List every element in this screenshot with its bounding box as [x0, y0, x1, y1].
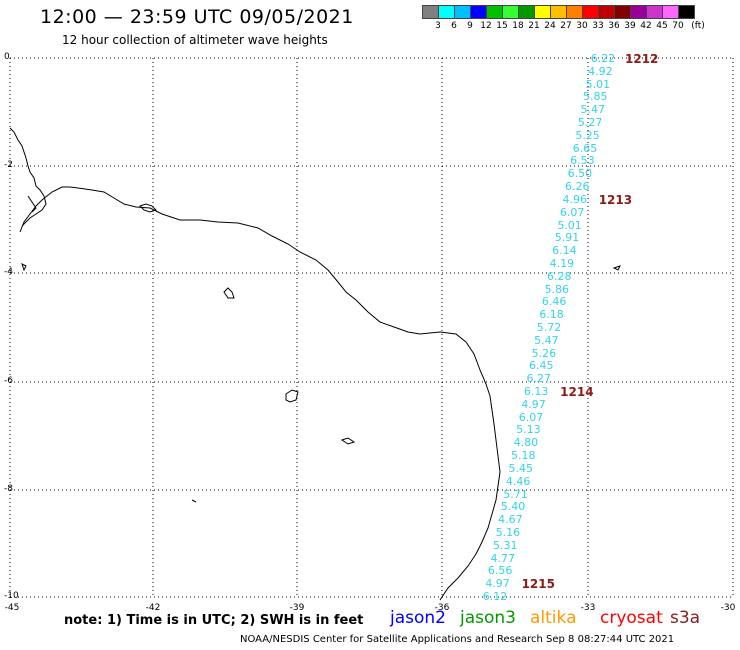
- wave-height-value: 4.97: [521, 397, 546, 411]
- wave-height-value: 4.96: [562, 192, 587, 206]
- wave-height-value: 6.14: [552, 244, 577, 258]
- wave-height-value: 5.01: [585, 77, 611, 91]
- latitude-label: -2: [4, 160, 13, 170]
- wave-height-value: 6.12: [482, 590, 508, 603]
- scale-label: 24: [544, 21, 556, 31]
- wave-height-value: 6.46: [541, 295, 567, 309]
- scale-label: 45: [656, 21, 668, 31]
- latitude-label: 0: [4, 52, 10, 62]
- wave-height-value: 5.47: [580, 103, 605, 117]
- wave-height-value: 5.71: [503, 487, 528, 501]
- wave-height-value: 4.46: [505, 474, 531, 488]
- longitude-label: -42: [145, 603, 161, 613]
- satellite-legend-item: jason3: [460, 608, 516, 628]
- satellite-legend-item: altika: [530, 608, 577, 628]
- footer-note: note: 1) Time is in UTC; 2) SWH is in fe…: [64, 613, 364, 628]
- wave-height-value: 6.07: [559, 205, 585, 219]
- scale-label: 36: [608, 21, 620, 31]
- wave-height-value: 5.72: [536, 321, 562, 334]
- wave-height-value: 6.56: [487, 564, 513, 578]
- page-subtitle: 12 hour collection of altimeter wave hei…: [62, 33, 328, 47]
- wave-height-value: 5.31: [493, 538, 518, 552]
- latitude-label: -4: [4, 267, 13, 277]
- wave-height-value: 5.16: [495, 525, 521, 539]
- wave-height-value: 4.77: [490, 551, 515, 565]
- longitude-label: -33: [580, 603, 596, 613]
- time-label: 1212: [625, 52, 659, 66]
- longitude-label: -30: [720, 603, 736, 613]
- color-scale-labels: 3 6 9 12 15 18 21 24 27 30 33 36 39 42 45 70 (ft): [422, 21, 740, 33]
- wave-height-value: 5.01: [557, 218, 582, 232]
- wave-height-value: 5.40: [500, 500, 526, 514]
- wave-height-value: 4.97: [485, 577, 510, 591]
- wave-height-value: 6.50: [567, 167, 593, 181]
- footer-credit: NOAA/NESDIS Center for Satellite Applica…: [240, 634, 675, 645]
- wave-height-value: 5.13: [516, 423, 541, 437]
- satellite-legend-item: s3a: [670, 608, 701, 628]
- wave-height-value: 5.86: [544, 282, 569, 296]
- time-label: 1213: [598, 192, 633, 207]
- scale-label: 12: [480, 21, 492, 31]
- wave-height-value: 6.26: [565, 180, 590, 194]
- wave-height-value: 4.19: [549, 256, 575, 270]
- satellite-legend-item: cryosat: [600, 608, 663, 628]
- wave-height-value: 6.45: [529, 359, 554, 373]
- scale-label: 27: [560, 21, 572, 31]
- wave-height-value: 6.53: [570, 154, 595, 168]
- scale-label: 6: [451, 21, 457, 31]
- scale-label: 42: [640, 21, 652, 31]
- wave-height-value: 5.91: [554, 231, 580, 245]
- longitude-label: -45: [4, 603, 20, 613]
- time-label: 1215: [521, 577, 555, 592]
- longitude-label: -36: [434, 603, 450, 613]
- color-scale: [422, 5, 695, 19]
- time-label: 1214: [560, 385, 594, 400]
- scale-label: 33: [592, 21, 604, 31]
- page-title: 12:00 — 23:59 UTC 09/05/2021: [40, 6, 354, 28]
- wave-height-value: 5.85: [583, 90, 608, 104]
- scale-label: 30: [576, 21, 588, 31]
- coastline: [9, 127, 621, 601]
- wave-height-value: 5.18: [511, 449, 536, 463]
- wave-height-value: 5.27: [577, 116, 603, 130]
- scale-label: 21: [528, 21, 540, 31]
- latitude-label: -8: [4, 484, 13, 494]
- wave-height-value: 5.47: [534, 333, 559, 347]
- wave-height-value: 4.92: [588, 64, 613, 78]
- wave-height-value: 6.65: [572, 141, 598, 155]
- scale-label: 70: [672, 21, 684, 31]
- scale-label: (ft): [691, 21, 705, 31]
- wave-height-value: 5.26: [531, 346, 557, 360]
- wave-height-value: 5.45: [508, 461, 533, 475]
- wave-height-value: 4.67: [498, 513, 523, 527]
- latitude-label: -10: [4, 591, 19, 601]
- wave-height-value: 4.80: [513, 436, 539, 450]
- wave-height-value: 6.07: [518, 410, 544, 424]
- wave-height-value: 6.18: [539, 308, 564, 322]
- wave-height-value: 6.27: [526, 372, 551, 386]
- wave-height-value: 5.25: [575, 128, 600, 142]
- wave-height-value: 6.22: [590, 52, 616, 65]
- longitude-label: -39: [289, 603, 305, 613]
- scale-label: 3: [435, 21, 441, 31]
- wave-height-value: 6.28: [547, 269, 572, 283]
- scale-swatch: [678, 5, 695, 19]
- scale-label: 18: [512, 21, 524, 31]
- wave-height-value: 6.13: [523, 385, 549, 399]
- scale-label: 39: [624, 21, 636, 31]
- satellite-legend-item: jason2: [390, 608, 446, 628]
- scale-label: 15: [496, 21, 508, 31]
- map-grid: [9, 57, 734, 598]
- scale-label: 9: [467, 21, 473, 31]
- latitude-label: -6: [4, 376, 13, 386]
